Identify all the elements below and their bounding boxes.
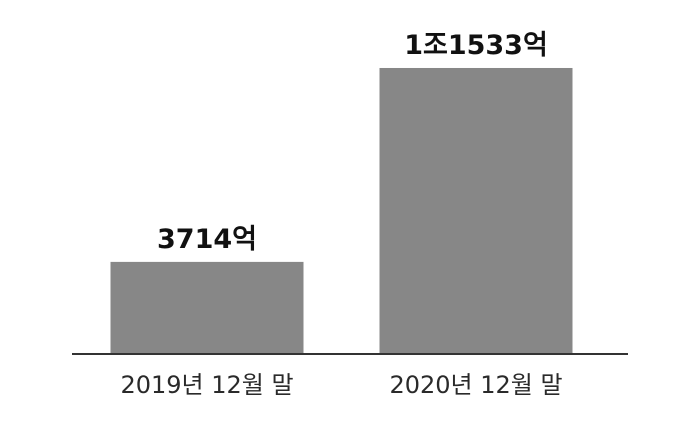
data-label-2: 1조1533억	[404, 30, 548, 61]
bars-group	[110, 67, 573, 354]
bar-1	[110, 261, 304, 354]
data-label-1: 3714억	[157, 224, 257, 255]
data-labels-group: 3714억 1조1533억	[157, 30, 548, 255]
x-tick-labels-group: 2019년 12월 말 2020년 12월 말	[120, 371, 562, 399]
x-tick-label-1: 2019년 12월 말	[120, 371, 293, 399]
x-tick-label-2: 2020년 12월 말	[389, 371, 562, 399]
bar-2	[379, 67, 573, 354]
